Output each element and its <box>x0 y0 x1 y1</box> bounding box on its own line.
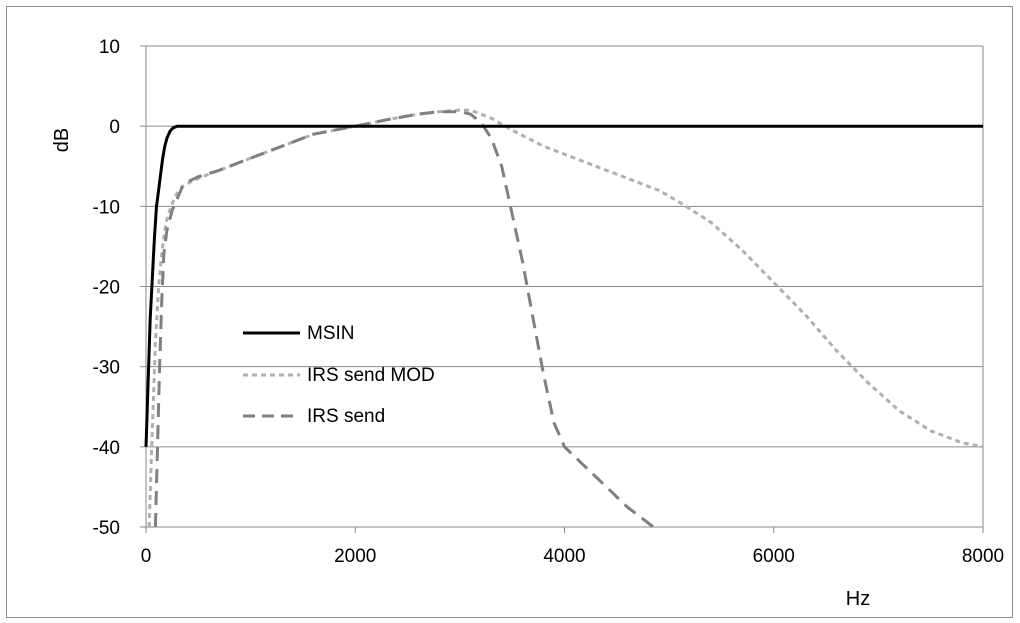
y-tick-label-3: -20 <box>93 278 120 299</box>
legend-label-irs-send: IRS send <box>307 406 385 427</box>
legend-label-msin: MSIN <box>307 323 355 344</box>
x-tick-label-1: 2000 <box>334 546 376 567</box>
y-tick-label-5: -40 <box>93 438 120 459</box>
x-tick-label-3: 6000 <box>753 546 795 567</box>
legend-label-irs-send-mod: IRS send MOD <box>307 365 435 386</box>
x-tick-label-2: 4000 <box>543 546 585 567</box>
chart-frame <box>6 6 1013 618</box>
series-lines <box>144 108 984 529</box>
x-tick-label-4: 8000 <box>962 546 1004 567</box>
tick-labels: 10 0 -10 -20 -30 -40 -50 0 2000 4000 6000 8000 <box>93 37 1005 567</box>
y-tick-label-0: 10 <box>99 37 120 58</box>
series-line-irs-send-mod <box>147 108 984 528</box>
y-tick-label-6: -50 <box>93 518 120 539</box>
y-tick-label-2: -10 <box>93 197 120 218</box>
series-line-msin <box>144 124 983 447</box>
series-line-irs-send <box>153 110 655 529</box>
legend: MSIN IRS send MOD IRS send <box>243 323 435 427</box>
y-axis-label: dB <box>51 128 73 152</box>
y-tick-label-4: -30 <box>93 358 120 379</box>
y-tick-label-1: 0 <box>109 117 120 138</box>
axes <box>140 45 984 533</box>
x-tick-label-0: 0 <box>141 546 152 567</box>
grid-lines <box>146 45 983 448</box>
x-axis-label: Hz <box>846 588 870 610</box>
